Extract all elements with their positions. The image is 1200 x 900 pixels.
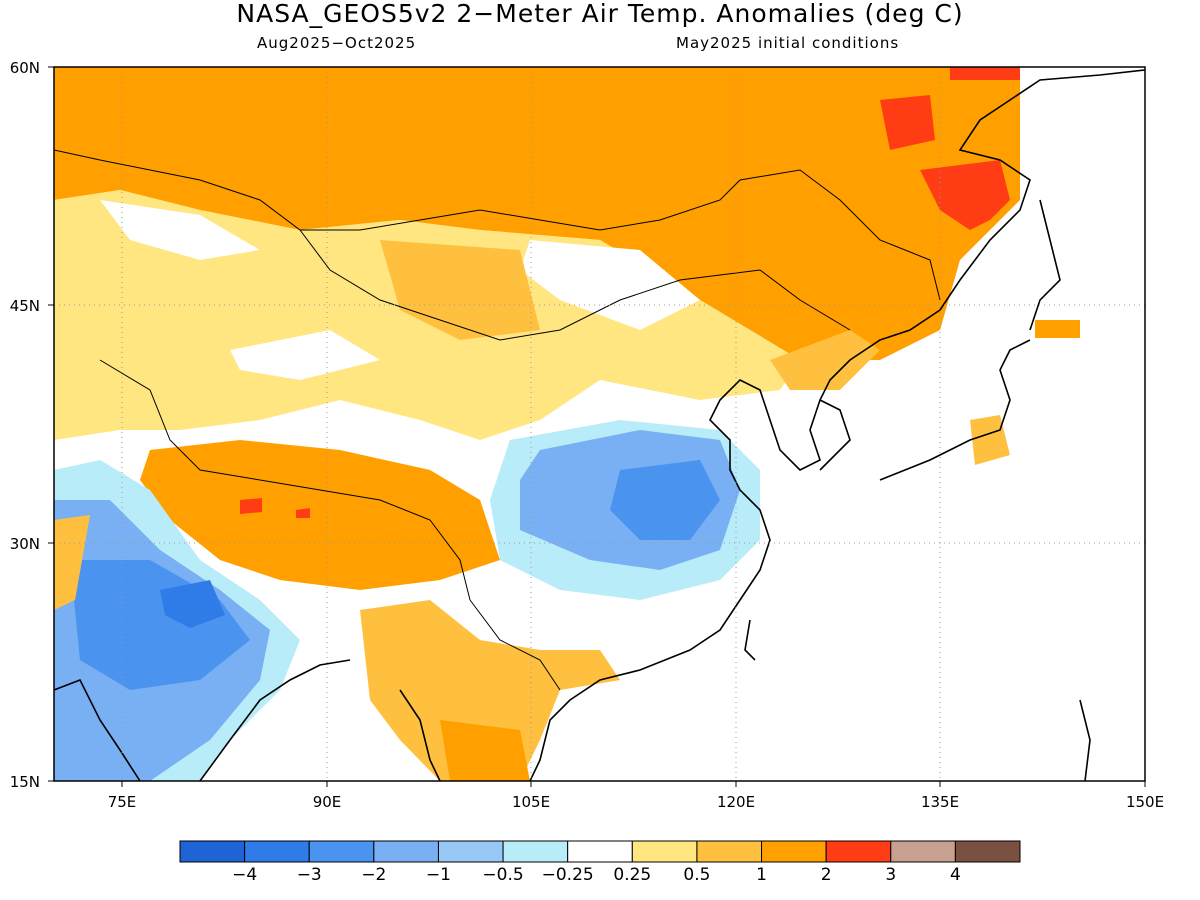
hot-spot-far-north: [950, 67, 1020, 80]
russia-border: [54, 149, 941, 301]
colorbar-label: −4: [232, 865, 257, 885]
colorbar-label: −2: [361, 865, 386, 885]
lon-label-75e: 75E: [108, 793, 137, 811]
colorbar-swatch: [308, 840, 375, 863]
hot-spot-tibet-1: [240, 498, 262, 514]
colorbar-swatch: [437, 840, 504, 863]
hot-spot-siberia: [880, 95, 935, 150]
lon-label-135e: 135E: [921, 793, 959, 811]
lon-label-120e: 120E: [717, 793, 755, 811]
colorbar-label: −0.5: [482, 865, 523, 885]
india-east-coast: [199, 659, 351, 781]
colorbar-swatch: [179, 840, 246, 863]
myanmar-coast: [399, 689, 441, 781]
colorbar-label: 2: [821, 865, 832, 885]
mainland-coast: [529, 69, 1145, 781]
colorbar-label: −3: [297, 865, 322, 885]
map-frame: [53, 66, 1146, 782]
colorbar-swatch: [696, 840, 763, 863]
colorbar-swatch: [502, 840, 569, 863]
colorbar-label: 1: [756, 865, 767, 885]
neutral-tarim: [230, 330, 380, 380]
anomaly-field: [54, 67, 1145, 781]
coastlines: [54, 69, 1145, 781]
lon-label-90e: 90E: [313, 793, 342, 811]
hot-spot-okhotsk: [920, 160, 1010, 230]
lat-label-30n: 30N: [10, 535, 40, 553]
taiwan-coast: [744, 619, 756, 661]
cold-east-china: [610, 460, 720, 540]
colorbar-swatch: [631, 840, 698, 863]
warm-hokkaido: [1035, 320, 1080, 338]
warm-pakistan: [54, 515, 90, 610]
graticule: [54, 67, 1145, 781]
colorbar-label: 4: [950, 865, 961, 885]
hot-spot-tibet-2: [296, 508, 310, 518]
warm-northeast-china: [770, 330, 880, 390]
warm-indochina: [360, 600, 620, 781]
warm-gulf-thailand: [440, 720, 530, 781]
philippines-coast: [1079, 699, 1091, 781]
axis-ticks: [48, 66, 1146, 787]
india-west-coast: [54, 678, 141, 781]
forecast-period: Aug2025−Oct2025: [257, 34, 417, 52]
colorbar-label: 0.25: [613, 865, 651, 885]
korea-coast: [819, 399, 851, 471]
lat-label-15n: 15N: [10, 773, 40, 791]
warm-mongolia: [380, 240, 540, 340]
lon-label-150e: 150E: [1126, 793, 1164, 811]
japan-coast: [879, 339, 1031, 481]
lat-label-60n: 60N: [10, 59, 40, 77]
colorbar-swatch: [825, 840, 892, 863]
neutral-gobi: [520, 240, 700, 330]
colorbar-swatch: [761, 840, 827, 863]
cold-core-india: [160, 580, 225, 628]
neutral-kazakh: [100, 200, 260, 260]
warm-region-north: [54, 67, 1020, 360]
colorbar-swatch: [890, 840, 956, 863]
mongolia-border: [299, 229, 851, 341]
colorbar-swatch: [244, 840, 310, 863]
lon-label-105e: 105E: [512, 793, 550, 811]
colorbar: −4 −3 −2 −1 −0.5 −0.25 0.25 0.5 1 2 3 4: [179, 840, 1021, 885]
sakhalin-coast: [1029, 199, 1061, 331]
initial-conditions: May2025 initial conditions: [676, 34, 900, 52]
colorbar-label: 3: [885, 865, 896, 885]
warm-tibet: [140, 440, 500, 590]
colorbar-label: 0.5: [683, 865, 710, 885]
indochina-border: [469, 599, 561, 691]
colorbar-label: −1: [426, 865, 451, 885]
colorbar-swatch: [567, 840, 633, 863]
map-title: NASA_GEOS5v2 2−Meter Air Temp. Anomalies…: [236, 0, 964, 28]
colorbar-label: −0.25: [542, 865, 594, 885]
borders: [54, 149, 941, 691]
colorbar-swatch: [954, 840, 1021, 863]
lat-label-45n: 45N: [10, 297, 40, 315]
colorbar-swatch: [373, 840, 439, 863]
himalaya-border: [99, 359, 471, 601]
